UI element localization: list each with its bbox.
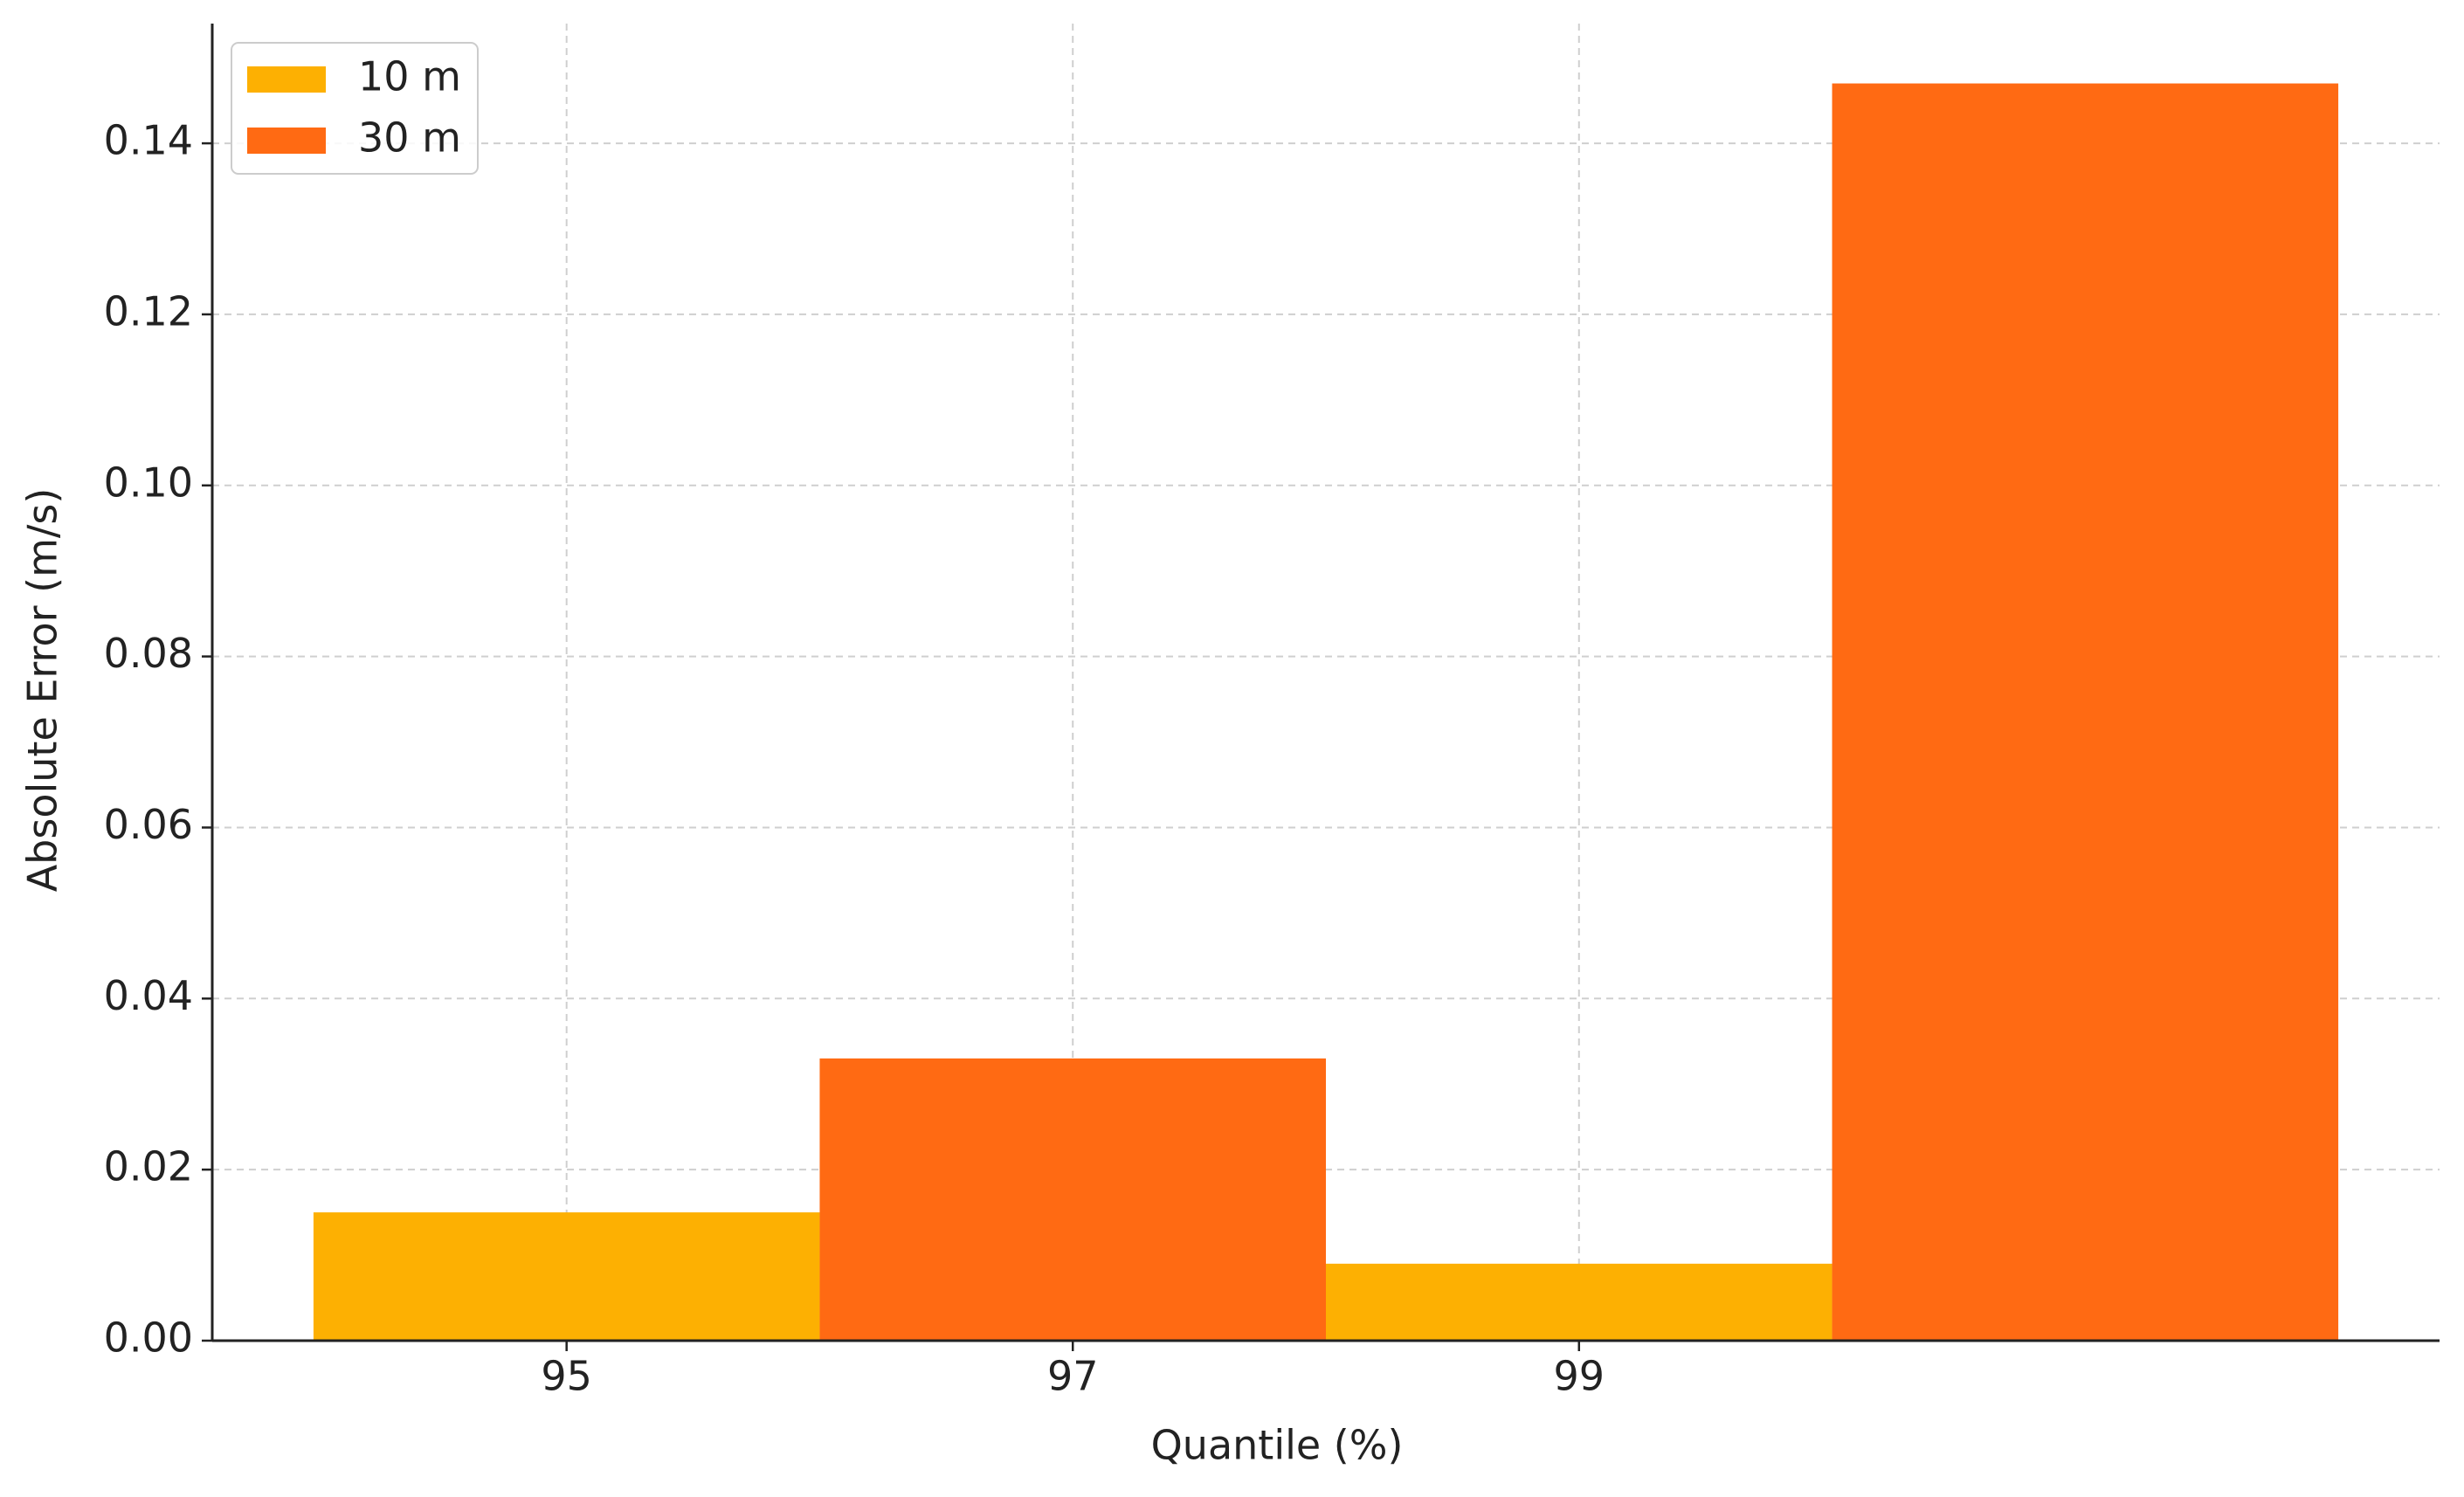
legend-swatch: [247, 128, 326, 154]
legend-label: 30 m: [358, 114, 461, 162]
y-tick-label: 0.04: [104, 972, 193, 1019]
y-tick-label: 0.02: [104, 1143, 193, 1190]
y-tick-label: 0.06: [104, 801, 193, 848]
x-tick-label: 95: [541, 1353, 592, 1400]
legend-swatch: [247, 66, 326, 93]
y-tick-label: 0.12: [104, 287, 193, 335]
bar: [1832, 83, 2339, 1342]
x-axis-label: Quantile (%): [1151, 1422, 1404, 1469]
y-axis-label: Absolute Error (m/s): [19, 488, 66, 893]
bar: [819, 1058, 1326, 1341]
y-tick-label: 0.10: [104, 459, 193, 506]
x-tick-label: 97: [1047, 1353, 1099, 1400]
bar: [313, 1212, 820, 1341]
y-tick-label: 0.00: [104, 1314, 193, 1362]
x-tick-label: 99: [1553, 1353, 1605, 1400]
legend-label: 10 m: [358, 53, 461, 100]
y-tick-label: 0.08: [104, 630, 193, 677]
bar: [1326, 1263, 1832, 1341]
y-tick-label: 0.14: [104, 117, 193, 164]
